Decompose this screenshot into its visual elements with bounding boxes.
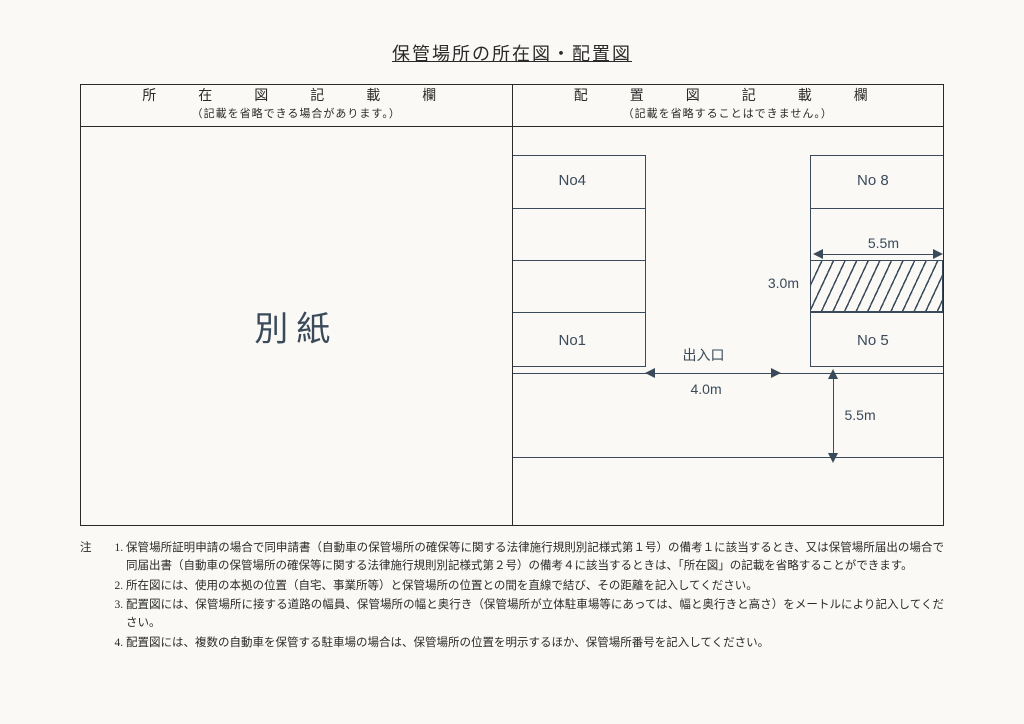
dim-entrance-width: 4.0m — [691, 381, 722, 397]
dim-road-arrow-u — [828, 369, 838, 379]
form-grid: 所 在 図 記 載 欄 （記載を省略できる場合があります。） 別紙 配 置 図 … — [80, 84, 944, 526]
location-map-subheading: （記載を省略できる場合があります。） — [85, 107, 508, 122]
slot-label-no5: No 5 — [857, 332, 889, 349]
dim-slot-width-arrow-l — [813, 249, 823, 259]
attachment-note: 別紙 — [254, 301, 338, 350]
lot-baseline-r — [773, 373, 943, 375]
footnote-item: 保管場所証明申請の場合で同申請書（自動車の保管場所の確保等に関する法律施行規則別… — [126, 540, 944, 576]
dim-entrance-line — [653, 373, 773, 375]
layout-diagram-column: 配 置 図 記 載 欄 （記載を省略することはできません。） No4 No1 — [512, 85, 944, 525]
footnote-item: 所在図には、使用の本拠の位置（自宅、事業所等）と保管場所の位置との間を直線で結び… — [126, 578, 944, 596]
footnotes: 注 保管場所証明申請の場合で同申請書（自動車の保管場所の確保等に関する法律施行規… — [80, 540, 944, 655]
footnote-item: 配置図には、保管場所に接する道路の幅員、保管場所の幅と奥行き（保管場所が立体駐車… — [126, 597, 944, 633]
dim-slot-width: 5.5m — [868, 235, 899, 251]
dim-slot-width-line — [817, 254, 937, 256]
lot-baseline-l — [513, 373, 663, 375]
footnote-item: 配置図には、複数の自動車を保管する駐車場の場合は、保管場所の位置を明示するほか、… — [126, 635, 944, 653]
layout-diagram-header: 配 置 図 記 載 欄 （記載を省略することはできません。） — [513, 85, 944, 127]
slot-label-no4: No4 — [559, 172, 587, 189]
designated-space — [810, 260, 943, 312]
location-map-header: 所 在 図 記 載 欄 （記載を省略できる場合があります。） — [81, 85, 512, 127]
layout-diagram-subheading: （記載を省略することはできません。） — [517, 107, 940, 122]
page-title: 保管場所の所在図・配置図 — [80, 40, 944, 66]
parking-diagram: No4 No1 No 8 No 5 5.5m — [513, 127, 944, 525]
dim-entrance-arrow-l — [645, 368, 655, 378]
dim-slot-depth: 3.0m — [768, 275, 799, 291]
dim-entrance-arrow-r — [771, 368, 781, 378]
layout-diagram-heading: 配 置 図 記 載 欄 — [517, 88, 940, 107]
location-map-body: 別紙 — [81, 127, 512, 525]
location-map-heading: 所 在 図 記 載 欄 — [85, 88, 508, 107]
location-map-column: 所 在 図 記 載 欄 （記載を省略できる場合があります。） 別紙 — [81, 85, 512, 525]
dim-slot-width-arrow-r — [933, 249, 943, 259]
footnotes-lead: 注 — [80, 540, 108, 655]
dim-road-width: 5.5m — [845, 407, 876, 423]
footnotes-list: 保管場所証明申請の場合で同申請書（自動車の保管場所の確保等に関する法律施行規則別… — [108, 540, 944, 655]
dim-road-arrow-d — [828, 453, 838, 463]
entrance-label: 出入口 — [683, 345, 725, 365]
left-parking-block: No4 No1 — [513, 155, 646, 367]
road-far-edge — [513, 457, 944, 458]
slot-label-no8: No 8 — [857, 172, 889, 189]
layout-diagram-body: No4 No1 No 8 No 5 5.5m — [513, 127, 944, 525]
dim-road-line — [833, 377, 835, 455]
slot-label-no1: No1 — [559, 332, 587, 349]
